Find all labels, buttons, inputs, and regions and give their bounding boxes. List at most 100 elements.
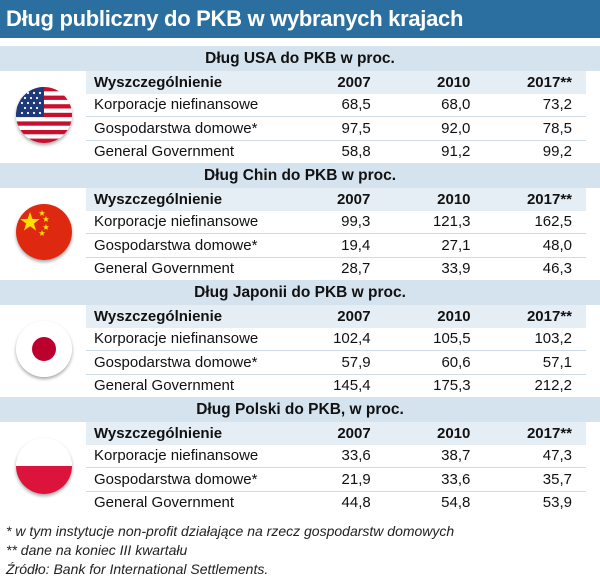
cell-2017: 53,9: [485, 491, 586, 514]
china-flag-icon: [16, 204, 72, 260]
cell-2007: 33,6: [306, 444, 386, 468]
column-header: Wyszczególnienie: [86, 422, 307, 445]
cell-2007: 28,7: [306, 257, 386, 280]
table-row: General Government 145,4 175,3 212,2: [86, 374, 586, 397]
table-row: General Government 58,8 91,2 99,2: [86, 140, 586, 163]
table-header-row: Wyszczególnienie 2007 2010 2017**: [86, 188, 586, 211]
cell-2010: 38,7: [385, 444, 486, 468]
row-label: General Government: [86, 374, 307, 397]
cell-2010: 105,5: [385, 327, 486, 351]
data-table: Wyszczególnienie 2007 2010 2017** Korpor…: [86, 71, 586, 163]
table-header-row: Wyszczególnienie 2007 2010 2017**: [86, 422, 586, 445]
cell-2010: 68,0: [385, 93, 486, 117]
column-header: 2010: [385, 305, 486, 328]
column-header: 2007: [306, 188, 386, 211]
cell-2010: 33,6: [385, 467, 486, 492]
row-label: Korporacje niefinansowe: [86, 327, 307, 351]
column-header: 2010: [385, 422, 486, 445]
section-japan: Dług Japonii do PKB w proc. Wyszczególni…: [0, 280, 600, 397]
column-header: 2010: [385, 188, 486, 211]
row-label: General Government: [86, 140, 307, 163]
row-label: General Government: [86, 257, 307, 280]
cell-2017: 48,0: [485, 233, 586, 258]
table-row: Gospodarstwa domowe* 21,9 33,6 35,7: [86, 467, 586, 492]
poland-flag-icon: [16, 438, 72, 494]
source-note: Źródło: Bank for International Settlemen…: [6, 561, 269, 577]
row-label: Gospodarstwa domowe*: [86, 467, 307, 492]
column-header: Wyszczególnienie: [86, 71, 307, 94]
row-label: Korporacje niefinansowe: [86, 93, 307, 117]
section-china: Dług Chin do PKB w proc. Wyszczególnieni…: [0, 163, 600, 280]
title-bar: Dług publiczny do PKB w wybranych krajac…: [0, 0, 600, 38]
cell-2007: 99,3: [306, 210, 386, 234]
table-row: Gospodarstwa domowe* 97,5 92,0 78,5: [86, 116, 586, 141]
cell-2017: 103,2: [485, 327, 586, 351]
table-header-row: Wyszczególnienie 2007 2010 2017**: [86, 71, 586, 94]
cell-2007: 102,4: [306, 327, 386, 351]
cell-2017: 212,2: [485, 374, 586, 397]
table-row: Korporacje niefinansowe 102,4 105,5 103,…: [86, 327, 586, 351]
row-label: Gospodarstwa domowe*: [86, 116, 307, 141]
cell-2017: 57,1: [485, 350, 586, 375]
column-header: 2017**: [485, 305, 586, 328]
column-header: 2007: [306, 71, 386, 94]
column-header: 2017**: [485, 188, 586, 211]
cell-2017: 46,3: [485, 257, 586, 280]
cell-2010: 91,2: [385, 140, 486, 163]
cell-2010: 54,8: [385, 491, 486, 514]
table-row: Gospodarstwa domowe* 19,4 27,1 48,0: [86, 233, 586, 258]
data-table: Wyszczególnienie 2007 2010 2017** Korpor…: [86, 305, 586, 397]
section-heading: Dług Polski do PKB, w proc.: [0, 397, 600, 422]
table-row: Korporacje niefinansowe 68,5 68,0 73,2: [86, 93, 586, 117]
row-label: General Government: [86, 491, 307, 514]
data-table: Wyszczególnienie 2007 2010 2017** Korpor…: [86, 422, 586, 514]
cell-2007: 68,5: [306, 93, 386, 117]
cell-2010: 33,9: [385, 257, 486, 280]
cell-2017: 162,5: [485, 210, 586, 234]
column-header: 2017**: [485, 422, 586, 445]
japan-flag-icon: [16, 321, 72, 377]
footnotes: * w tym instytucje non-profit działające…: [6, 522, 596, 579]
footnote-non-profit: * w tym instytucje non-profit działające…: [6, 523, 455, 539]
table-header-row: Wyszczególnienie 2007 2010 2017**: [86, 305, 586, 328]
cell-2007: 145,4: [306, 374, 386, 397]
column-header: 2007: [306, 422, 386, 445]
section-heading: Dług USA do PKB w proc.: [0, 46, 600, 71]
table-row: Korporacje niefinansowe 99,3 121,3 162,5: [86, 210, 586, 234]
usa-flag-icon: [16, 87, 72, 143]
cell-2007: 19,4: [306, 233, 386, 258]
row-label: Korporacje niefinansowe: [86, 444, 307, 468]
cell-2007: 44,8: [306, 491, 386, 514]
row-label: Gospodarstwa domowe*: [86, 350, 307, 375]
section-heading: Dług Chin do PKB w proc.: [0, 163, 600, 188]
cell-2010: 27,1: [385, 233, 486, 258]
cell-2007: 97,5: [306, 116, 386, 141]
cell-2010: 60,6: [385, 350, 486, 375]
page-title: Dług publiczny do PKB w wybranych krajac…: [6, 6, 464, 31]
table-row: Korporacje niefinansowe 33,6 38,7 47,3: [86, 444, 586, 468]
section-heading: Dług Japonii do PKB w proc.: [0, 280, 600, 305]
column-header: 2017**: [485, 71, 586, 94]
cell-2017: 99,2: [485, 140, 586, 163]
column-header: Wyszczególnienie: [86, 188, 307, 211]
row-label: Korporacje niefinansowe: [86, 210, 307, 234]
cell-2010: 121,3: [385, 210, 486, 234]
cell-2010: 175,3: [385, 374, 486, 397]
cell-2007: 21,9: [306, 467, 386, 492]
section-poland: Dług Polski do PKB, w proc. Wyszczególni…: [0, 397, 600, 514]
cell-2007: 57,9: [306, 350, 386, 375]
cell-2017: 47,3: [485, 444, 586, 468]
column-header: 2007: [306, 305, 386, 328]
data-table: Wyszczególnienie 2007 2010 2017** Korpor…: [86, 188, 586, 280]
cell-2007: 58,8: [306, 140, 386, 163]
cell-2017: 73,2: [485, 93, 586, 117]
table-row: Gospodarstwa domowe* 57,9 60,6 57,1: [86, 350, 586, 375]
column-header: Wyszczególnienie: [86, 305, 307, 328]
column-header: 2010: [385, 71, 486, 94]
row-label: Gospodarstwa domowe*: [86, 233, 307, 258]
footnote-quarter: ** dane na koniec III kwartału: [6, 542, 188, 558]
cell-2010: 92,0: [385, 116, 486, 141]
table-row: General Government 44,8 54,8 53,9: [86, 491, 586, 514]
cell-2017: 78,5: [485, 116, 586, 141]
table-row: General Government 28,7 33,9 46,3: [86, 257, 586, 280]
